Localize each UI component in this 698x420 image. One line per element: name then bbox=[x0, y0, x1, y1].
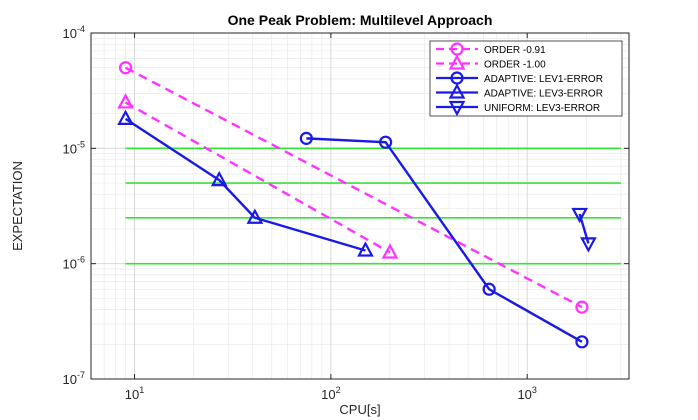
y-tick-label-base: 10 bbox=[63, 26, 77, 41]
data-point-circle bbox=[482, 282, 496, 296]
x-tick-label-base: 10 bbox=[517, 387, 531, 402]
data-point-circle bbox=[575, 335, 589, 349]
series-1 bbox=[118, 61, 589, 314]
data-point-triangle-up bbox=[448, 83, 466, 99]
y-tick-label-exponent: -6 bbox=[77, 255, 85, 265]
x-tick-label-exponent: 2 bbox=[336, 385, 341, 395]
x-tick-label-exponent: 1 bbox=[139, 385, 144, 395]
series-layer bbox=[117, 61, 597, 349]
y-axis-label: EXPECTATION bbox=[10, 161, 25, 251]
y-tick-label: 10-4 bbox=[63, 24, 85, 41]
series-3 bbox=[299, 131, 589, 349]
y-tick-label-base: 10 bbox=[63, 257, 77, 272]
series-2 bbox=[117, 93, 399, 259]
x-tick-label: 103 bbox=[517, 385, 536, 402]
y-tick-label-exponent: -7 bbox=[77, 370, 85, 380]
series-4 bbox=[117, 109, 374, 257]
data-point-triangle-up bbox=[357, 241, 374, 257]
y-tick-label: 10-6 bbox=[63, 255, 85, 272]
data-point-triangle-up bbox=[117, 93, 134, 109]
axis-ticks bbox=[91, 32, 629, 380]
data-point-circle bbox=[379, 135, 393, 149]
series-line bbox=[306, 137, 583, 343]
data-point-triangle-up bbox=[448, 54, 466, 70]
legend-item: ADAPTIVE: LEV1-ERROR bbox=[436, 71, 603, 85]
x-axis-label: CPU[s] bbox=[339, 402, 380, 417]
x-tick-label-base: 10 bbox=[321, 387, 335, 402]
data-point-triangle-up bbox=[381, 243, 399, 259]
series-line bbox=[124, 117, 366, 252]
x-tick-label: 102 bbox=[321, 385, 340, 402]
legend-item: ORDER -1.00 bbox=[436, 54, 546, 71]
y-tick-label: 10-7 bbox=[63, 370, 85, 387]
legend-label: UNIFORM: LEV3-ERROR bbox=[484, 103, 600, 114]
data-point-triangle-down bbox=[580, 237, 597, 253]
y-tick-label-base: 10 bbox=[63, 141, 77, 156]
legend-item: ADAPTIVE: LEV3-ERROR bbox=[436, 83, 603, 100]
legend: ORDER -0.91 ORDER -1.00 ADAPTIVE: LEV1-ERR… bbox=[429, 40, 623, 117]
y-tick-label: 10-5 bbox=[63, 139, 85, 156]
data-point-circle bbox=[118, 61, 133, 75]
data-point-triangle-up bbox=[210, 170, 228, 187]
x-tick-label-exponent: 3 bbox=[532, 385, 537, 395]
y-tick-label-exponent: -4 bbox=[77, 24, 85, 34]
data-point-triangle-up bbox=[246, 208, 264, 224]
plot-frame bbox=[90, 32, 630, 380]
y-tick-label-exponent: -5 bbox=[77, 139, 85, 149]
y-tick-label-base: 10 bbox=[63, 372, 77, 387]
legend-label: ORDER -0.91 bbox=[484, 45, 546, 56]
x-tick-label-base: 10 bbox=[125, 387, 139, 402]
legend-label: ADAPTIVE: LEV1-ERROR bbox=[484, 74, 603, 85]
legend-item: UNIFORM: LEV3-ERROR bbox=[436, 100, 600, 117]
data-point-circle bbox=[299, 131, 313, 145]
chart-title: One Peak Problem: Multilevel Approach bbox=[228, 12, 493, 28]
data-point-triangle-down bbox=[571, 207, 589, 224]
data-point-circle bbox=[575, 300, 589, 314]
data-point-triangle-down bbox=[448, 100, 466, 117]
series-line bbox=[124, 101, 391, 254]
legend-label: ORDER -1.00 bbox=[484, 60, 546, 71]
x-tick-label: 101 bbox=[125, 385, 144, 402]
series-5 bbox=[571, 207, 597, 253]
series-line bbox=[125, 66, 583, 309]
data-point-triangle-up bbox=[117, 109, 134, 125]
legend-label: ADAPTIVE: LEV3-ERROR bbox=[484, 89, 603, 100]
